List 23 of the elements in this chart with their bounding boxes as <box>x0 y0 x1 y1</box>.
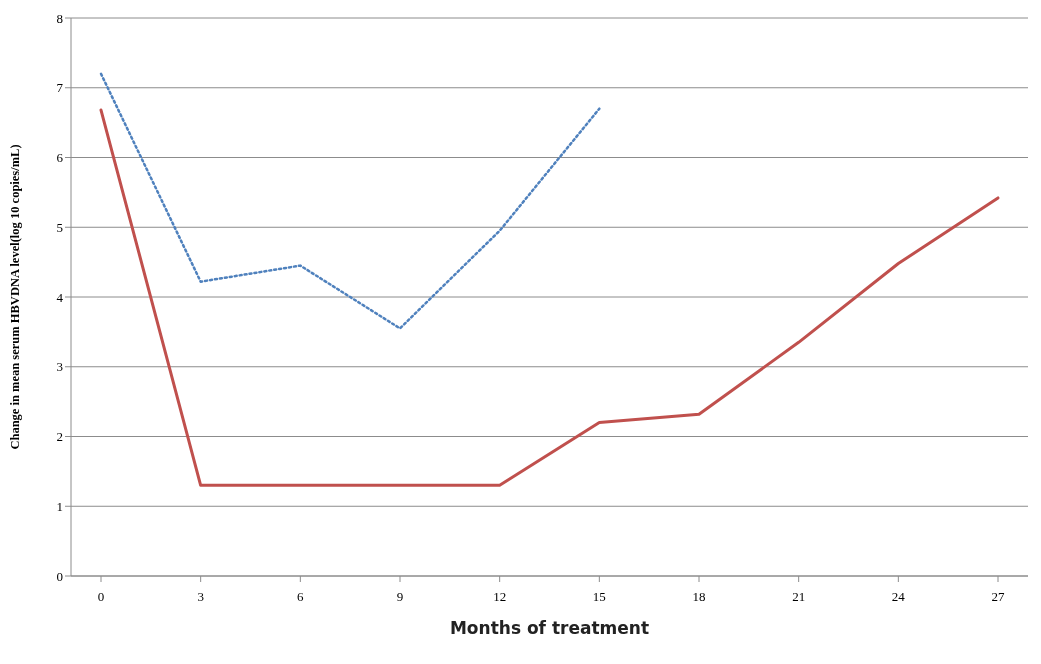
x-tick-label: 27 <box>991 589 1005 605</box>
y-tick-label: 6 <box>56 150 64 166</box>
y-tick-label: 7 <box>56 80 64 96</box>
y-tick-label: 1 <box>56 498 63 514</box>
x-axis-title: Months of treatment <box>449 618 650 638</box>
x-tick-label: 24 <box>891 589 906 605</box>
x-tick-label: 0 <box>97 589 105 605</box>
y-tick-label: 2 <box>56 429 63 445</box>
x-tick-label: 18 <box>692 589 706 605</box>
y-tick-label: 0 <box>56 568 63 584</box>
x-tick-label: 21 <box>792 589 806 605</box>
line-series <box>99 72 601 330</box>
y-tick-label: 3 <box>56 359 63 375</box>
y-tick-label: 5 <box>56 219 63 235</box>
x-tick-label: 3 <box>197 589 204 605</box>
line-series <box>99 108 1000 487</box>
y-tick-label: 4 <box>56 289 64 305</box>
x-tick-label: 12 <box>493 589 507 605</box>
x-tick-label: 15 <box>592 589 606 605</box>
x-tick-label: 6 <box>297 589 305 605</box>
x-tick-label: 9 <box>396 589 404 605</box>
y-axis-title: Change in mean serum HBVDNA level(log 10 copies/mL) <box>8 144 23 450</box>
y-tick-label: 8 <box>56 10 63 26</box>
